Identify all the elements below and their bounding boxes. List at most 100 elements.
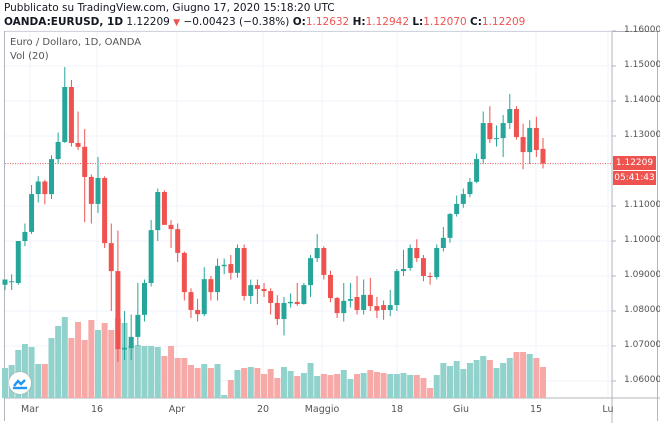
candle-down (294, 301, 300, 304)
candle-down (175, 229, 181, 253)
volume-bar (141, 346, 148, 398)
volume-title[interactable]: Vol (20) (10, 51, 49, 62)
candle-down (268, 291, 274, 303)
volume-bar (194, 368, 201, 398)
volume-bar (407, 375, 414, 398)
volume-bar (340, 370, 347, 398)
volume-bar (533, 358, 540, 398)
candle-up (62, 87, 68, 142)
volume-bar (360, 373, 367, 398)
tradingview-logo[interactable] (9, 372, 31, 394)
candle-up (454, 203, 460, 215)
volume-bar (154, 347, 161, 398)
volume-bar (214, 364, 221, 398)
volume-bar (520, 352, 527, 398)
volume-bar (41, 364, 48, 398)
volume-bar (300, 373, 307, 398)
candle-down (334, 298, 340, 314)
candle-down (42, 181, 48, 195)
volume-bar (207, 368, 214, 398)
volume-bar (506, 358, 513, 398)
volume-bar (380, 373, 387, 398)
volume-bar (168, 346, 175, 398)
candle-up (35, 181, 41, 195)
candle-up (467, 181, 473, 195)
candle-down (321, 248, 327, 275)
chart-legend: Euro / Dollaro, 1D, OANDA Vol (20) (10, 36, 141, 64)
price-axis-label: 1.06000 (624, 375, 660, 385)
volume-bar (320, 374, 327, 398)
time-axis-label: Apr (168, 404, 186, 415)
candle-up (128, 336, 134, 349)
time-axis-label: Lu (602, 404, 614, 415)
volume-bar (393, 374, 400, 398)
symbol-line: OANDA:EURUSD, 1D 1.12209 ▼ −0.00423 (−0.… (4, 16, 525, 28)
candle-up (407, 248, 413, 268)
volume-bar (334, 374, 341, 398)
volume-bar (94, 330, 101, 398)
candle-up (361, 294, 367, 310)
candle-down (161, 192, 167, 225)
candle-down (274, 302, 280, 320)
price-axis-label: 1.14000 (624, 95, 660, 105)
volume-bar (420, 378, 427, 398)
candle-up (308, 258, 314, 286)
volume-bar (108, 330, 115, 398)
candle-down (254, 285, 260, 289)
close-label: C: (470, 16, 482, 28)
volume-bar (400, 373, 407, 398)
last-price: 1.12209 (126, 16, 170, 28)
volume-bar (387, 374, 394, 398)
candle-up (474, 159, 480, 182)
candle-down (327, 274, 333, 299)
volume-bar (148, 346, 155, 398)
volume-bar (314, 376, 321, 398)
candle-up (215, 265, 221, 293)
volume-bar (480, 356, 487, 398)
series-title[interactable]: Euro / Dollaro, 1D, OANDA (10, 37, 142, 48)
high-label: H: (352, 16, 366, 28)
volume-bar (81, 340, 88, 398)
candle-down (381, 305, 387, 310)
volume-bar (287, 371, 294, 398)
candle-down (520, 137, 526, 153)
volume-bar (55, 326, 62, 398)
volume-bar (354, 374, 361, 398)
volume-bar (88, 320, 95, 398)
price-axis-label: 1.13000 (624, 130, 660, 140)
candle-down (75, 143, 81, 147)
candle-down (228, 264, 234, 273)
candle-up (288, 301, 294, 304)
volume-bar (327, 375, 334, 398)
volume-bar (2, 368, 8, 398)
close-value: 1.12209 (481, 16, 526, 28)
candle-up (401, 269, 407, 272)
candle-up (460, 194, 466, 204)
candle-up (148, 230, 154, 283)
price-axis-label: 1.10000 (624, 235, 660, 245)
volume-bar (21, 344, 28, 398)
volume-bar (247, 367, 254, 398)
volume-bar (161, 356, 168, 398)
time-axis-label: 16 (90, 404, 104, 415)
down-triangle-icon: ▼ (173, 18, 181, 28)
candle-up (15, 241, 21, 283)
candle-down (168, 224, 174, 230)
volume-bar (440, 363, 447, 398)
candle-down (487, 123, 493, 140)
time-axis-label: Giu (452, 404, 470, 415)
candle-down (513, 109, 519, 138)
volume-bar (121, 323, 128, 398)
candle-up (9, 281, 15, 283)
volume-bar (500, 363, 507, 398)
time-axis-label: Mar (21, 404, 39, 415)
candle-up (22, 231, 28, 241)
volume-bar (433, 375, 440, 398)
candle-down (115, 271, 121, 350)
volume-bar (201, 364, 208, 398)
volume-bar (294, 376, 301, 398)
volume-bar (101, 323, 108, 398)
volume-bar (35, 364, 42, 398)
volume-bar (28, 347, 35, 398)
volume-bar (128, 346, 135, 398)
